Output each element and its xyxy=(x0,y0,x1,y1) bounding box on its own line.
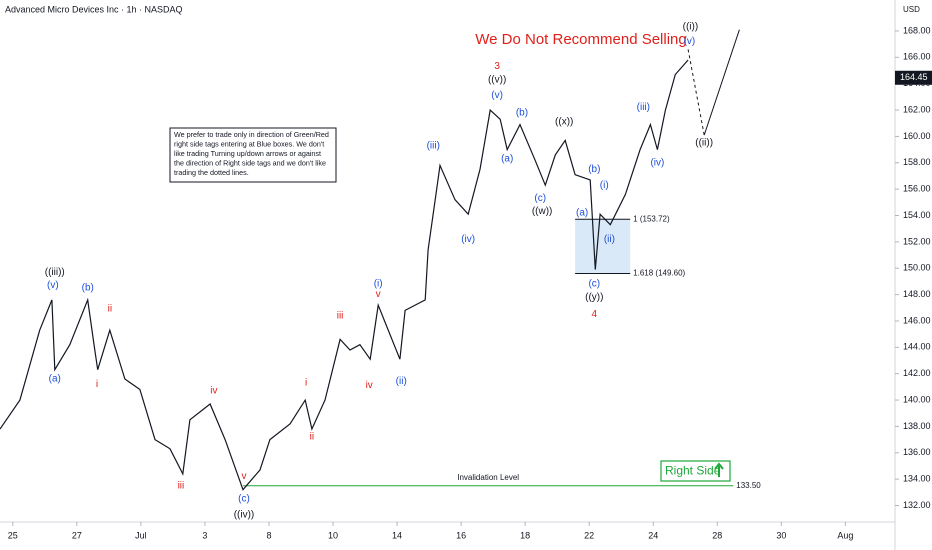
note-line: We prefer to trade only in direction of … xyxy=(174,130,329,139)
invalidation-price: 133.50 xyxy=(736,481,761,490)
x-tick-label: 8 xyxy=(266,530,271,540)
wave-label: (i) xyxy=(600,180,609,191)
wave-label: (a) xyxy=(576,208,588,219)
entry-box xyxy=(575,219,631,274)
wave-label: (iii) xyxy=(427,140,440,151)
wave-label: (v) xyxy=(47,280,59,291)
note-line: the direction of Right side tags and we … xyxy=(174,158,326,167)
y-tick-label: 150.00 xyxy=(903,263,931,273)
wave-label: iv xyxy=(366,380,373,391)
badge-arrow xyxy=(714,462,724,477)
x-tick-label: Jul xyxy=(135,530,147,540)
wave-label: (ii) xyxy=(396,376,407,387)
wave-label: 4 xyxy=(592,309,598,320)
last-price-tag xyxy=(895,70,932,85)
x-tick-label: 16 xyxy=(456,530,466,540)
y-tick-label: 140.00 xyxy=(903,394,931,404)
wave-label: v xyxy=(376,289,381,300)
note-box xyxy=(169,127,337,183)
y-tick-label: 154.00 xyxy=(903,210,931,220)
wave-label: iii xyxy=(178,480,185,491)
y-tick-label: 156.00 xyxy=(903,184,931,194)
wave-label: (iv) xyxy=(461,234,475,245)
wave-label: ((y)) xyxy=(585,292,603,303)
y-tick-label: 132.00 xyxy=(903,500,931,510)
x-tick-label: 30 xyxy=(776,530,786,540)
wave-label: (i) xyxy=(374,279,383,290)
wave-label: (v) xyxy=(491,90,503,101)
x-tick-label: 24 xyxy=(648,530,658,540)
note-line: like trading Turning up/down arrows or a… xyxy=(174,149,321,158)
wave-label: (a) xyxy=(49,374,61,385)
x-tick-label: 14 xyxy=(392,530,402,540)
x-tick-label: 22 xyxy=(584,530,594,540)
wave-label: ii xyxy=(108,304,112,315)
wave-label: iii xyxy=(337,310,344,321)
x-tick-label: 10 xyxy=(328,530,338,540)
y-tick-label: 144.00 xyxy=(903,342,931,352)
wave-label: (c) xyxy=(238,494,250,505)
headline: We Do Not Recommend Selling xyxy=(475,31,686,48)
last-price: 164.45 xyxy=(900,72,928,82)
y-tick-label: 166.00 xyxy=(903,52,931,62)
wave-label: (c) xyxy=(534,193,546,204)
wave-label: iv xyxy=(210,385,217,396)
y-tick-label: 146.00 xyxy=(903,315,931,325)
wave-label: ((ii)) xyxy=(695,138,713,149)
wave-label: ii xyxy=(310,432,314,443)
wave-label: ((x)) xyxy=(555,117,573,128)
wave-label: ((v)) xyxy=(488,74,506,85)
x-tick-label: Aug xyxy=(837,530,853,540)
y-tick-label: 148.00 xyxy=(903,289,931,299)
x-tick-label: 28 xyxy=(712,530,722,540)
wave-label: (iv) xyxy=(650,157,664,168)
wave-label: ((iv)) xyxy=(234,509,255,520)
y-tick-label: 162.00 xyxy=(903,104,931,114)
badge-text: Right Side xyxy=(665,464,721,478)
x-tick-label: 27 xyxy=(72,530,82,540)
wave-label: i xyxy=(96,379,98,390)
wave-label: (b) xyxy=(588,164,600,175)
x-tick-label: 18 xyxy=(520,530,530,540)
wave-label: (ii) xyxy=(604,234,615,245)
x-tick-label: 3 xyxy=(202,530,207,540)
wave-label: i xyxy=(305,378,307,389)
y-tick-label: 142.00 xyxy=(903,368,931,378)
x-tick-label: 25 xyxy=(8,530,18,540)
price-line xyxy=(0,59,689,491)
y-tick-label: 152.00 xyxy=(903,236,931,246)
y-tick-label: 138.00 xyxy=(903,421,931,431)
wave-label: (a) xyxy=(501,153,513,164)
wave-label: ((i)) xyxy=(683,22,699,33)
y-tick-label: 134.00 xyxy=(903,474,931,484)
note-line: right side tags entering at Blue boxes. … xyxy=(174,139,324,148)
y-tick-label: 136.00 xyxy=(903,447,931,457)
wave-label: ((w)) xyxy=(532,206,553,217)
fib-label: 1 (153.72) xyxy=(633,214,670,223)
wave-label: (v) xyxy=(684,36,696,47)
projection-dotted xyxy=(687,49,705,136)
wave-label: (b) xyxy=(516,107,528,118)
chart-title: Advanced Micro Devices Inc · 1h · NASDAQ xyxy=(5,4,183,14)
wave-label: (c) xyxy=(588,279,600,290)
y-tick-label: 160.00 xyxy=(903,131,931,141)
wave-label: (iii) xyxy=(637,102,650,113)
wave-label: ((iii)) xyxy=(45,267,65,278)
y-tick-label: 168.00 xyxy=(903,25,931,35)
wave-label: (b) xyxy=(82,283,94,294)
projection-solid xyxy=(703,29,740,136)
wave-label: 3 xyxy=(494,61,500,72)
badge-box xyxy=(660,460,731,482)
currency: USD xyxy=(903,5,920,14)
invalidation-text: Invalidation Level xyxy=(457,473,519,482)
y-tick-label: 158.00 xyxy=(903,157,931,167)
fib-label: 1.618 (149.60) xyxy=(633,269,685,278)
wave-label: v xyxy=(242,471,247,482)
note-line: trading the dotted lines. xyxy=(174,168,249,177)
